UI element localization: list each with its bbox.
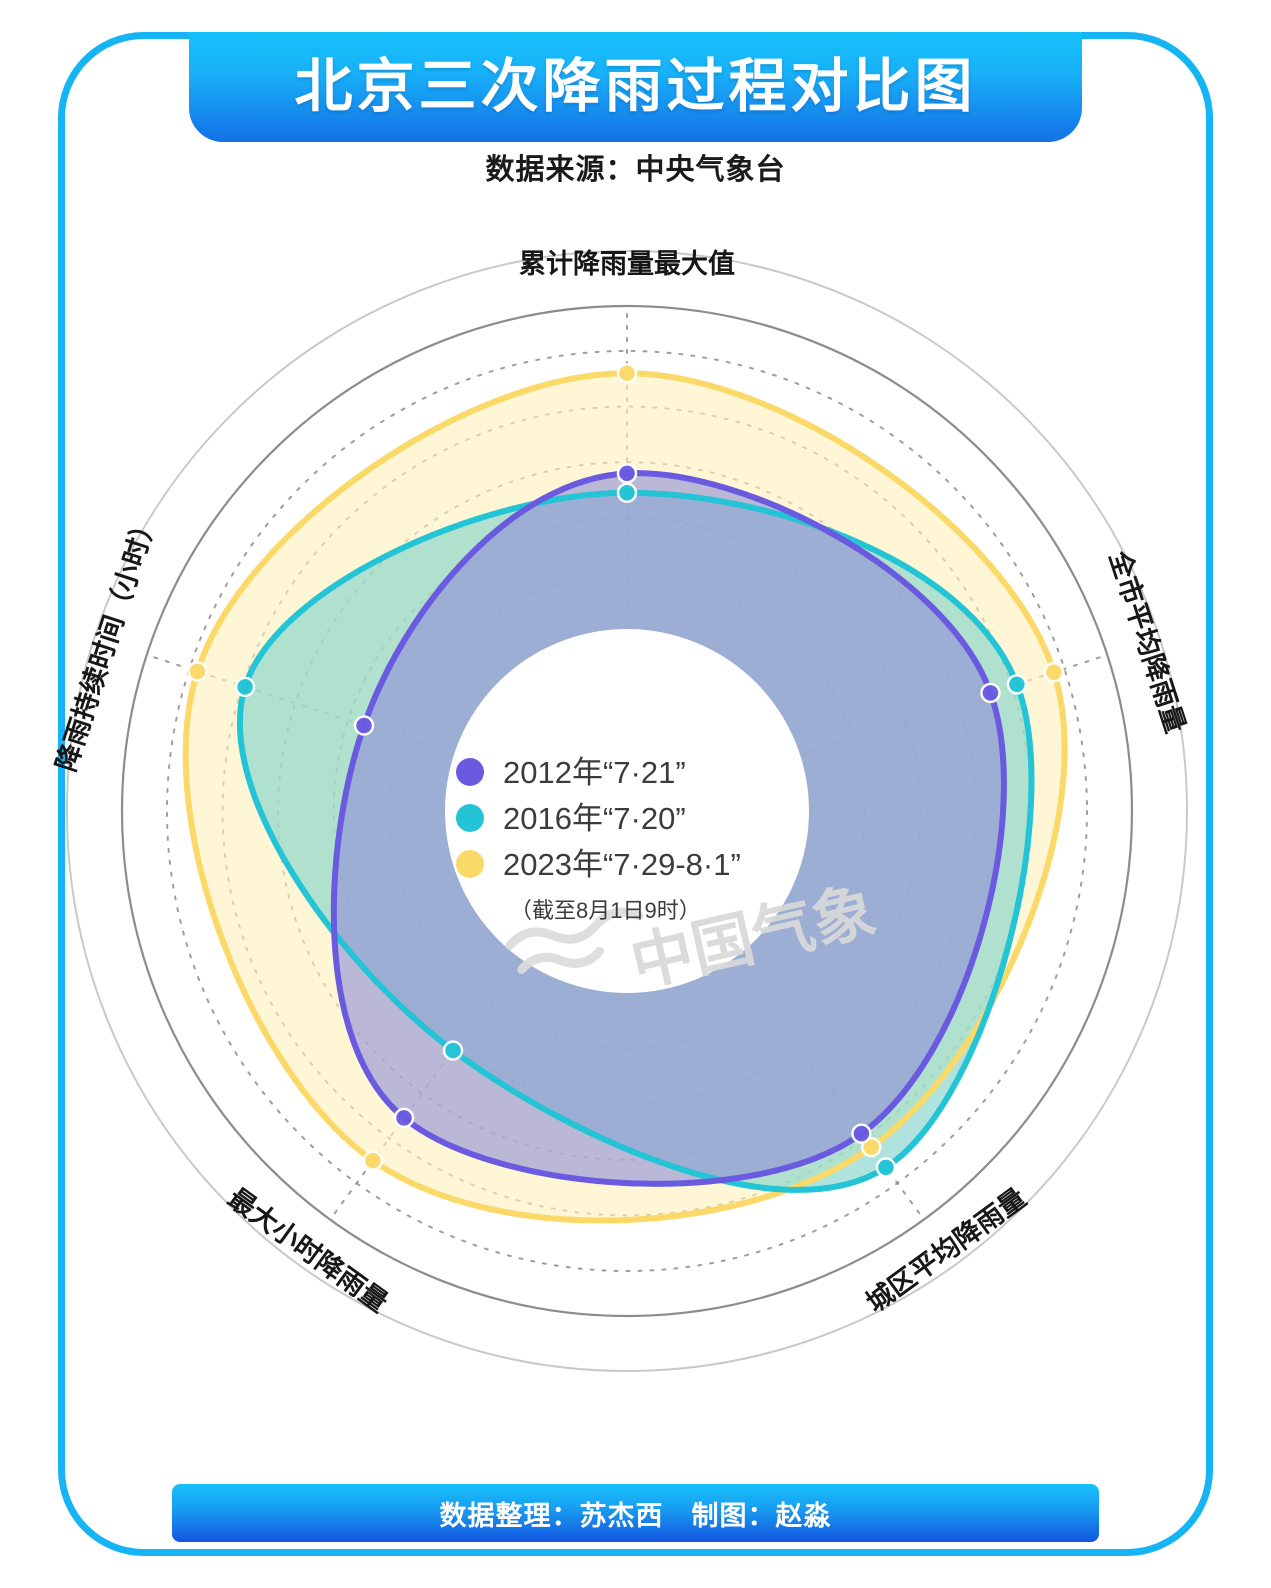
series-line-2 (182, 370, 1068, 1224)
data-point-2-3 (362, 1150, 384, 1171)
data-point-1-4 (234, 676, 256, 698)
legend-swatch-2 (456, 850, 484, 878)
legend-note: （截至8月1日9时） (510, 898, 701, 923)
series-line-1 (237, 489, 1035, 1193)
data-point-2-1 (1043, 662, 1065, 683)
data-point-1-3 (442, 1040, 464, 1061)
chart-legend: 2012年“7·21” 2016年“7·20” 2023年“7·29-8·1” （截至… (456, 755, 741, 923)
chart-series-lines (182, 370, 1068, 1224)
footer-credits-text: 数据整理：苏杰西 制图：赵淼 (439, 1500, 832, 1531)
wave-logo-icon-lower (517, 946, 605, 974)
title-banner: 北京三次降雨过程对比图 (189, 32, 1082, 142)
legend-swatch-1 (456, 804, 484, 832)
data-point-1-2 (875, 1157, 897, 1178)
data-point-2-4 (187, 661, 208, 682)
page-title: 北京三次降雨过程对比图 (294, 54, 977, 119)
data-point-1-1 (1006, 674, 1028, 695)
legend-label-0: 2012年“7·21” (503, 755, 686, 790)
axis-label-4: 降雨持续时间（小时） (51, 509, 163, 775)
legend-label-2: 2023年“7·29-8·1” (503, 847, 741, 882)
data-point-2-2 (860, 1136, 882, 1158)
axis-label-0: 累计降雨量最大值 (519, 249, 735, 279)
data-point-1-0 (616, 482, 638, 504)
chart-outer-rings (66, 250, 1188, 1372)
legend-swatch-0 (456, 758, 484, 786)
data-point-2-0 (616, 362, 638, 384)
axis-label-1: 全市平均降雨量 (1103, 546, 1191, 736)
legend-label-1: 2016年“7·20” (503, 801, 686, 836)
data-point-0-2 (851, 1123, 872, 1144)
radar-chart: 中国气象 累计降雨量最大值全市平均降雨量城区平均降雨量最大小时降雨量降雨持续时间… (51, 249, 1192, 1372)
wave-logo-icon (505, 907, 644, 950)
chart-data-points (187, 362, 1065, 1178)
data-point-0-4 (353, 715, 375, 736)
grid-ring-4 (166, 350, 1088, 1272)
footer-credits-bar: 数据整理：苏杰西 制图：赵淼 (172, 1484, 1099, 1542)
chart-center-hole (445, 629, 809, 993)
series-line-0 (330, 470, 1007, 1187)
data-point-0-3 (393, 1107, 415, 1129)
data-point-0-0 (616, 463, 638, 484)
data-point-0-1 (980, 682, 1001, 704)
data-source-subtitle: 数据来源：中央气象台 (485, 154, 786, 186)
radar-chart-container: 中国气象 累计降雨量最大值 全市平均降雨量 城区平均降雨量 最大小时降雨量 降雨持续时间… (0, 196, 1271, 1426)
